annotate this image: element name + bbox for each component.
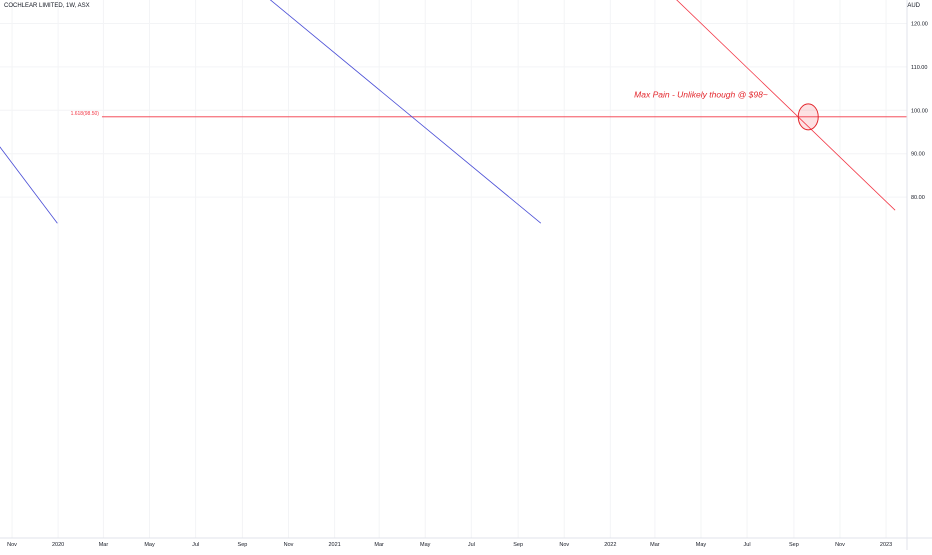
y-tick-label: 110.00 [911,65,927,71]
price-axis-bg [907,0,932,550]
x-tick-label: Mar [374,542,384,548]
x-tick-label: Mar [99,542,109,548]
x-tick-label: Jul [468,542,475,548]
currency-label: AUD [907,3,920,9]
fib-level-label: 1.618(98.50) [71,111,100,117]
x-tick-label: Nov [559,542,569,548]
x-tick-label: Jul [192,542,199,548]
fib-diagonal-line [676,0,896,211]
y-tick-label: 120.00 [911,21,928,27]
y-tick-label: 80.00 [911,195,925,201]
x-tick-label: 2023 [880,542,892,548]
y-tick-label: 100.00 [911,108,928,114]
x-tick-label: May [696,542,707,548]
x-tick-label: Nov [835,542,845,548]
x-tick-label: 2022 [604,542,616,548]
symbol-title: COCHLEAR LIMITED, 1W, ASX [4,3,90,9]
x-tick-label: Jul [744,542,751,548]
x-tick-label: 2021 [328,542,340,548]
channel-line [269,0,542,224]
max-pain-circle-marker [797,103,819,131]
x-tick-label: Sep [513,542,523,548]
x-tick-label: Nov [7,542,17,548]
x-tick-label: Nov [284,542,294,548]
channel-line [0,146,58,224]
y-tick-label: 90.00 [911,152,925,158]
x-tick-label: 2020 [52,542,64,548]
annotation-text: Max Pain - Unlikely though @ $98~ [634,89,768,99]
x-tick-label: Sep [789,542,799,548]
x-tick-label: Sep [238,542,248,548]
x-tick-label: Mar [650,542,660,548]
x-tick-label: May [420,542,431,548]
x-tick-label: May [144,542,155,548]
